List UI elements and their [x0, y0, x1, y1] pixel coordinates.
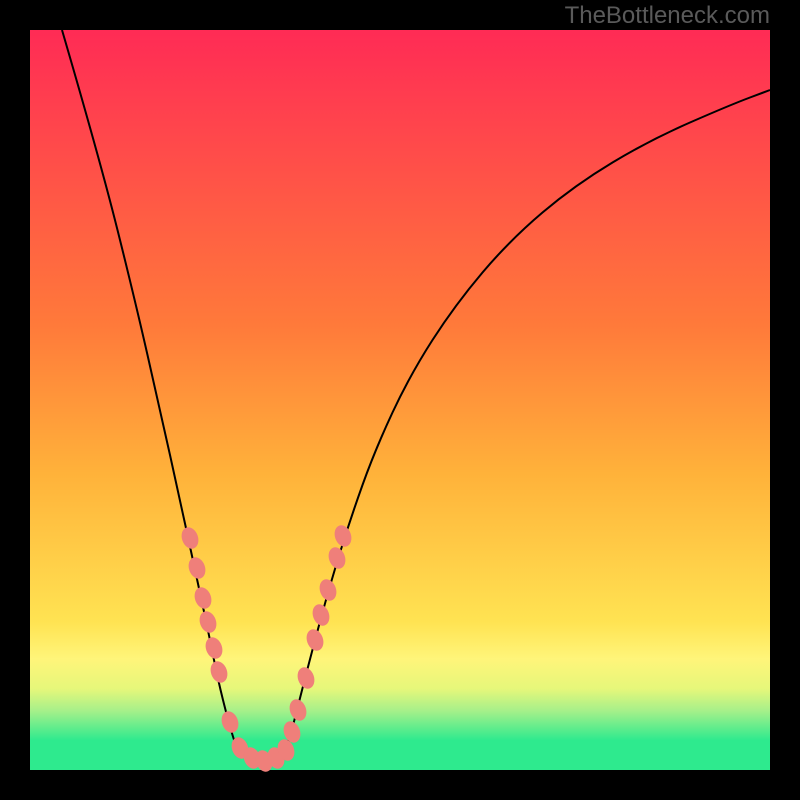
data-marker — [219, 709, 242, 735]
marker-layer — [179, 523, 355, 774]
data-marker — [197, 609, 220, 635]
data-marker — [208, 659, 231, 685]
data-marker — [317, 577, 340, 603]
outer-frame: TheBottleneck.com — [0, 0, 800, 800]
data-marker — [192, 585, 215, 611]
bottleneck-curve — [62, 30, 770, 761]
data-marker — [332, 523, 355, 549]
data-marker — [326, 545, 349, 571]
data-marker — [203, 635, 226, 661]
data-marker — [304, 627, 327, 653]
watermark-text: TheBottleneck.com — [565, 2, 770, 30]
data-marker — [295, 665, 318, 691]
gradient-plot-area — [30, 30, 770, 770]
data-marker — [179, 525, 202, 551]
data-marker — [287, 697, 310, 723]
data-marker — [310, 602, 333, 628]
data-marker — [186, 555, 209, 581]
chart-svg — [30, 30, 770, 770]
